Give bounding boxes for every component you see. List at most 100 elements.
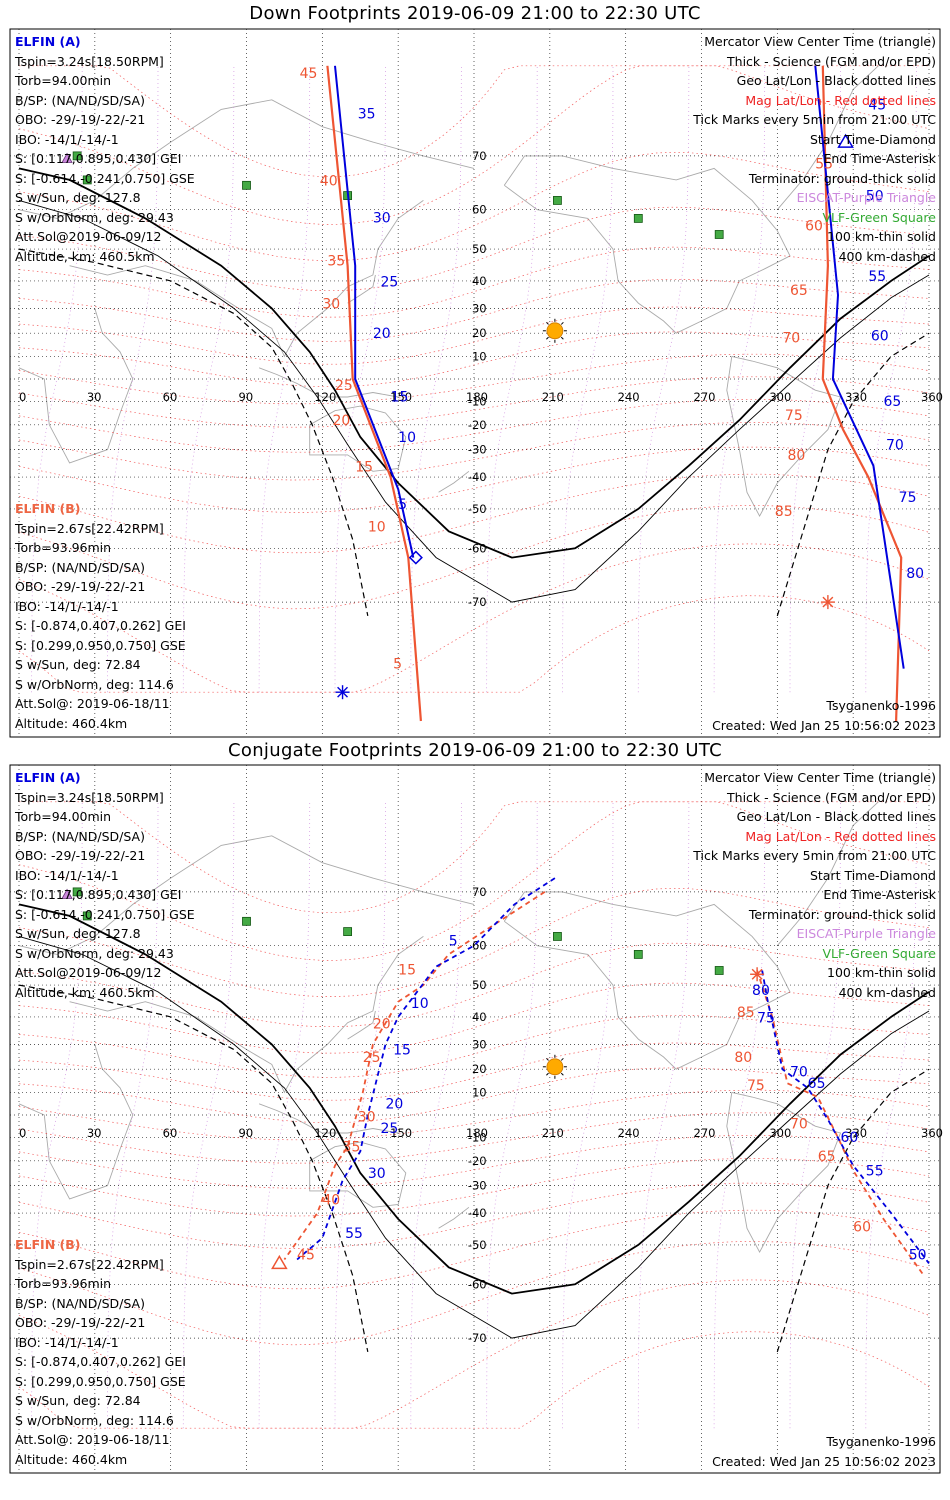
elfin-a-info-line: B/SP: (NA/ND/SD/SA)	[15, 828, 145, 844]
sun-ray	[546, 336, 549, 340]
elfin-b-info-line: S: [-0.874,0.407,0.262] GEI	[15, 618, 186, 633]
mag-parallel	[18, 1158, 930, 1217]
elfin-a-track	[761, 970, 930, 1264]
eiscat-marker	[61, 152, 73, 163]
track-tick-label: 10	[398, 430, 416, 446]
track-tick-label: 55	[868, 269, 886, 285]
legend-line: Start Time-Diamond	[809, 131, 936, 147]
track-tick-label: 25	[363, 1050, 381, 1066]
elfin-a-info-line: Att.Sol@2019-06-09/12	[15, 965, 162, 980]
track-tick-label: 60	[841, 1130, 859, 1146]
map-frame	[9, 764, 941, 1474]
legend-line: 100 km-thin solid	[827, 229, 936, 244]
elfin-b-center-triangle	[271, 1254, 288, 1270]
elfin-a-header: ELFIN (A)	[15, 34, 81, 49]
elfin-b-info-line: Att.Sol@: 2019-06-18/11	[15, 696, 170, 711]
lat-tick-label: -20	[468, 418, 487, 432]
track-tick-label: 45	[300, 66, 318, 82]
lon-tick-label: 150	[390, 390, 412, 404]
legend-line: Thick - Science (FGM and/or EPD)	[727, 789, 936, 805]
lat-tick-label: -20	[468, 1154, 487, 1168]
mag-parallel	[18, 473, 930, 554]
vlf-station-marker	[82, 911, 92, 921]
elfin-a-header: ELFIN (A)	[15, 770, 81, 785]
mag-parallel	[18, 982, 930, 1054]
track-tick-label: 75	[785, 408, 803, 424]
track-tick-label: 30	[373, 211, 391, 227]
lat-tick-label: 10	[472, 349, 487, 363]
track-tick-label: 30	[368, 1166, 386, 1182]
lat-tick-label: -70	[468, 595, 487, 609]
lon-tick-label: 180	[466, 1126, 488, 1140]
legend-line: Mag Lat/Lon - Red dotted lines	[745, 92, 936, 108]
mag-parallel	[18, 1089, 930, 1141]
elfin-a-info-line: S: [0.117,0.895,0.430] GEI	[15, 887, 182, 902]
elfin-a-info-line: S: [-0.614,-0.241,0.750] GSE	[15, 906, 195, 922]
elfin-b-info-line: S: [-0.874,0.407,0.262] GEI	[15, 1354, 186, 1369]
vlf-station-marker	[714, 966, 724, 975]
lon-tick-label: 270	[694, 390, 716, 404]
track-tick-label: 10	[411, 996, 429, 1012]
mag-parallel	[18, 887, 930, 997]
lon-tick-label: 0	[19, 1126, 26, 1140]
track-tick-label: 70	[782, 331, 800, 347]
track-tick-label: 60	[871, 328, 889, 344]
elfin-a-end-asterisk	[335, 685, 350, 700]
asterisk-stroke	[822, 596, 834, 608]
elfin-a-track	[814, 65, 905, 669]
elfin-b-info-line: S w/OrbNorm, deg: 114.6	[15, 676, 174, 692]
legend-line: 100 km-thin solid	[827, 965, 936, 980]
lon-tick-label: 270	[694, 1126, 716, 1140]
elfin-a-info-line: S w/Sun, deg: 127.8	[15, 190, 141, 205]
elfin-b-track	[326, 65, 422, 722]
elfin-a-info-line: Altitude, km: 460.5km	[15, 984, 155, 1000]
track-tick-label: 5	[398, 497, 407, 513]
track-tick-label: 80	[787, 448, 805, 464]
panel-title-conjugate: Conjugate Footprints 2019-06-09 21:00 to…	[228, 740, 722, 761]
track-tick-label: 20	[373, 326, 391, 342]
terminator-100km	[18, 199, 930, 603]
legend-line: 400 km-dashed	[838, 248, 936, 264]
coastline	[776, 65, 879, 210]
vlf-station-marker	[72, 887, 82, 897]
map-down: 0 30 60 90 120 150 180 210 240 270 300 330 360706050…	[9, 28, 943, 738]
track-tick-label: 75	[899, 490, 917, 506]
terminator-ground	[18, 903, 930, 1295]
track-tick-label: 25	[335, 378, 353, 394]
lat-tick-label: 60	[472, 939, 487, 953]
elfin-a-track	[334, 65, 415, 558]
lon-tick-label: 90	[239, 390, 254, 404]
lon-tick-label: 360	[921, 390, 943, 404]
elfin-b-info-line: B/SP: (NA/ND/SD/SA)	[15, 559, 145, 575]
coastline	[503, 891, 791, 1070]
lon-tick-label: 150	[390, 1126, 412, 1140]
mag-parallel	[18, 278, 930, 342]
created-timestamp: Created: Wed Jan 25 10:56:02 2023	[712, 718, 936, 733]
lat-tick-label: -70	[468, 1331, 487, 1345]
lat-tick-label: 40	[472, 274, 487, 288]
elfin-b-info-line: OBO: -29/-19/-22/-21	[15, 579, 146, 594]
lat-tick-label: -40	[468, 1206, 487, 1220]
track-tick-label: 55	[866, 1163, 884, 1179]
elfin-a-info: ELFIN (A) Tspin=3.24s[18.50RPM] Torb=94.00…	[15, 32, 195, 266]
elfin-a-track	[296, 877, 556, 1261]
legend-line: Tick Marks every 5min from 21:00 UTC	[693, 112, 936, 127]
elfin-b-info-line: Torb=93.96min	[15, 1276, 112, 1291]
track-tick-label: 45	[297, 1248, 315, 1264]
panel-title-down: Down Footprints 2019-06-09 21:00 to 22:3…	[249, 3, 701, 24]
elfin-a-info-line: Tspin=3.24s[18.50RPM]	[15, 53, 164, 69]
track-tick-label: 65	[884, 394, 902, 410]
legend-line: Mercator View Center Time (triangle)	[704, 770, 936, 785]
elfin-b-info-line: Torb=93.96min	[15, 540, 112, 555]
model-label: Tsyganenko-1996	[826, 698, 936, 713]
legend-line: Mercator View Center Time (triangle)	[704, 34, 936, 49]
track-tick-label: 30	[358, 1110, 376, 1126]
track-tick-label: 70	[790, 1116, 808, 1132]
mag-parallel	[18, 398, 930, 453]
lat-tick-label: 70	[472, 885, 487, 899]
lon-tick-label: 30	[87, 390, 102, 404]
elfin-b-track	[756, 970, 925, 1277]
sun-ray	[546, 1072, 549, 1076]
map-conjugate: 0 30 60 90 120 150 180 210 240 270 300 330 360706050…	[9, 764, 943, 1474]
elfin-a-center-triangle	[837, 133, 854, 148]
